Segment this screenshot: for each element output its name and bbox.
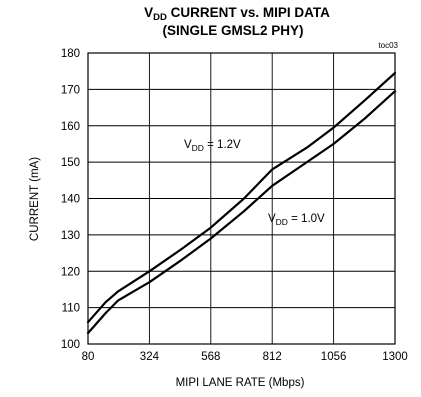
y-tick-label: 150	[61, 157, 80, 169]
series-lines	[86, 71, 397, 335]
x-tick-label: 80	[82, 351, 95, 363]
y-tick-label: 140	[61, 194, 80, 206]
y-tick-label: 100	[61, 339, 80, 351]
y-tick-label: 160	[61, 121, 80, 133]
figure-id: toc03	[378, 41, 398, 50]
y-tick-label: 180	[61, 48, 80, 60]
chart-subtitle: (SINGLE GMSL2 PHY)	[162, 23, 303, 38]
series-label-vdd-1-0v: VDD = 1.0V	[268, 213, 325, 227]
x-tick-label: 1056	[321, 351, 347, 363]
x-tick-label: 812	[263, 351, 282, 363]
x-axis-label: MIPI LANE RATE (Mbps)	[176, 377, 305, 389]
series-line-0	[86, 71, 397, 324]
y-tick-labels: 100 110 120 130 140 150 160 170 180	[61, 48, 80, 351]
chart-title: VDD CURRENT vs. MIPI DATA	[144, 5, 330, 23]
series-line-1	[86, 90, 397, 335]
y-tick-label: 120	[61, 266, 80, 278]
y-axis-label: CURRENT (mA)	[29, 157, 41, 241]
plot-frame	[87, 52, 396, 345]
x-tick-label: 1300	[382, 351, 408, 363]
x-tick-label: 324	[140, 351, 160, 363]
y-tick-label: 170	[61, 84, 80, 96]
x-tick-label: 568	[201, 351, 220, 363]
x-tick-labels: 80 324 568 812 1056 1300	[82, 351, 408, 363]
series-label-vdd-1-2v: VDD = 1.2V	[184, 139, 241, 153]
y-tick-label: 110	[62, 303, 80, 315]
grid	[88, 53, 395, 344]
y-tick-label: 130	[61, 230, 80, 242]
